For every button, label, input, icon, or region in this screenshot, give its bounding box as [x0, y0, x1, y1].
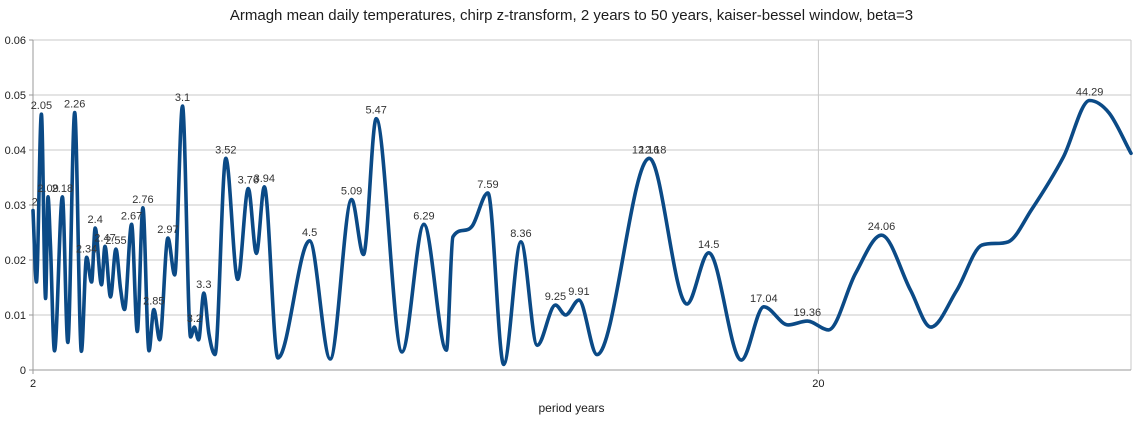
peak-label: 9.25	[545, 291, 566, 303]
x-axis-label: period years	[538, 401, 605, 415]
peak-label: 5.09	[341, 186, 362, 198]
peak-label: 3.94	[254, 173, 275, 185]
peak-label: 12.16	[632, 144, 660, 156]
peak-label: 2.76	[132, 194, 153, 206]
peak-label: 3.76	[238, 175, 259, 187]
y-tick-label: 0.06	[5, 35, 26, 47]
peak-label: 2.34	[76, 243, 97, 255]
peak-label: 2.26	[64, 99, 85, 111]
peak-label: 2.97	[157, 224, 178, 236]
peak-label: 24.06	[868, 221, 896, 233]
peak-label: 8.36	[510, 228, 531, 240]
peak-label: 2.85	[143, 296, 164, 308]
peak-label: 2.47	[94, 232, 115, 244]
peak-label: 9.91	[568, 286, 589, 298]
peak-label: 7.59	[477, 179, 498, 191]
y-tick-label: 0.04	[5, 145, 26, 157]
peak-label: 2	[32, 197, 38, 209]
peak-label: 17.04	[750, 293, 778, 305]
x-tick-label: 2	[30, 378, 36, 390]
series-line	[31, 98, 1133, 367]
y-tick-label: 0.02	[5, 255, 26, 267]
peak-label: 2.4	[88, 214, 103, 226]
peak-label: 3.1	[175, 92, 190, 104]
chart-title: Armagh mean daily temperatures, chirp z-…	[229, 7, 914, 24]
peak-label: 3.52	[215, 144, 236, 156]
y-tick-label: 0.01	[5, 310, 26, 322]
peak-label: 19.36	[794, 307, 822, 319]
y-tick-label: 0	[20, 365, 26, 377]
peak-label: 14.5	[698, 239, 719, 251]
peak-label: 2.67	[121, 210, 142, 222]
peak-label: 6.29	[413, 210, 434, 222]
y-tick-label: 0.05	[5, 90, 26, 102]
peak-label: 12.18	[639, 144, 667, 156]
peak-label: 2.09	[37, 183, 58, 195]
peak-label: 3.2	[187, 313, 202, 325]
y-tick-label: 0.03	[5, 200, 26, 212]
peak-label: 2.55	[105, 235, 126, 247]
x-tick-label: 20	[812, 378, 824, 390]
peak-label: 4.5	[302, 227, 317, 239]
peak-label: 2.05	[31, 100, 52, 112]
peak-label: 5.47	[365, 105, 386, 117]
peak-label: 2.18	[52, 183, 73, 195]
peak-label: 3.3	[196, 279, 211, 291]
peak-label: 44.29	[1076, 87, 1104, 99]
